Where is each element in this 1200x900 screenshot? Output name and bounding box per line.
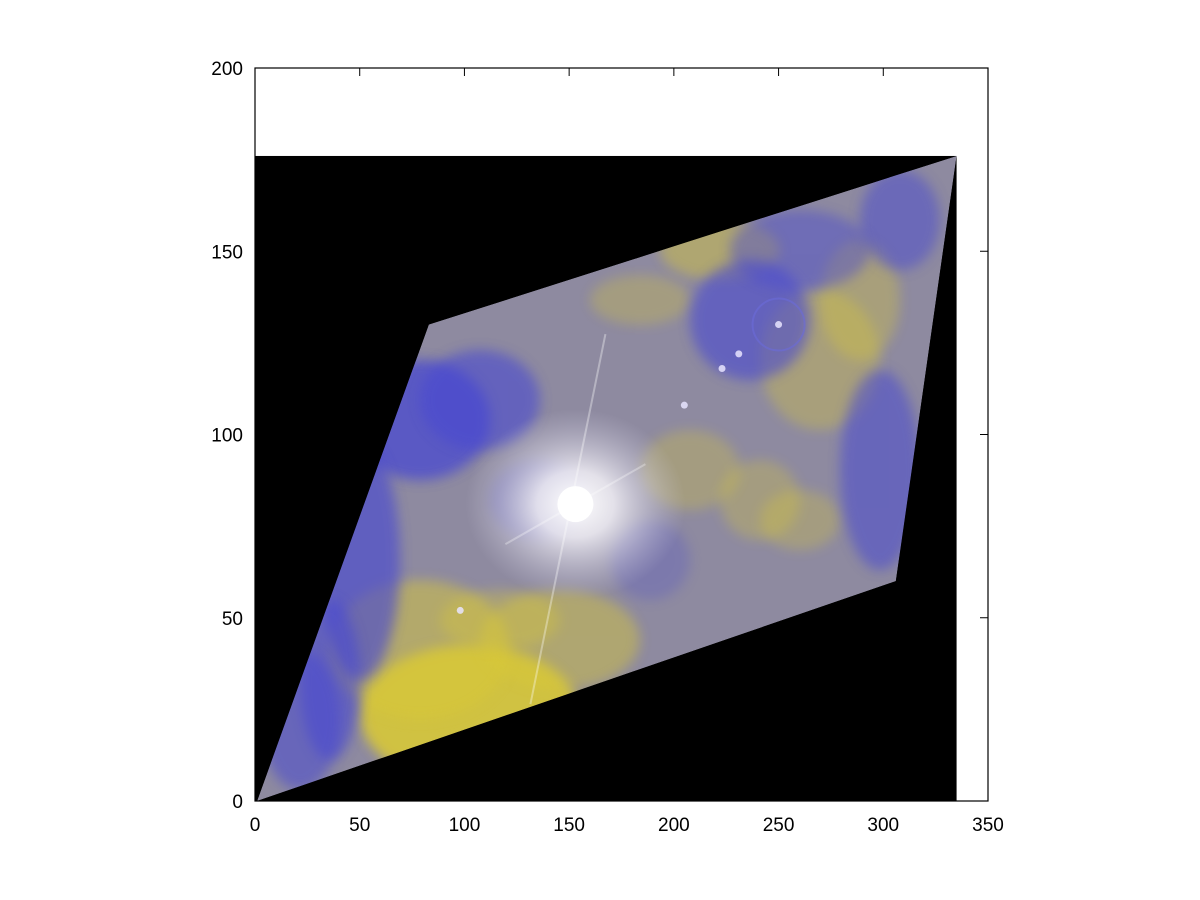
- bright-spot-core: [557, 486, 594, 523]
- x-tick-label: 0: [250, 815, 261, 836]
- texture-blob: [840, 370, 920, 570]
- diffraction-streak: [504, 463, 646, 546]
- y-tick-label: 50: [222, 609, 243, 630]
- x-tick-label: 150: [553, 815, 585, 836]
- texture-blob: [420, 350, 540, 450]
- texture-blob: [860, 170, 940, 270]
- x-tick-label: 100: [449, 815, 481, 836]
- small-feature: [680, 401, 688, 409]
- diffraction-streak: [529, 333, 607, 705]
- x-tick-label: 50: [349, 815, 370, 836]
- small-feature: [735, 350, 743, 358]
- texture-blob: [590, 275, 690, 325]
- x-tick-label: 300: [867, 815, 899, 836]
- y-tick-label: 100: [211, 426, 243, 447]
- y-tick-label: 200: [211, 59, 243, 80]
- y-tick-label: 0: [232, 792, 243, 813]
- x-tick-label: 350: [972, 815, 1004, 836]
- axes: 0 50 100 150 200 250 300 350 0 50 100 150 200: [211, 59, 1004, 836]
- y-tick-label: 150: [211, 242, 243, 263]
- ring-feature: [751, 297, 806, 352]
- texture-blob: [440, 590, 560, 650]
- x-tick-label: 250: [763, 815, 795, 836]
- small-feature: [775, 321, 783, 329]
- texture-blob: [760, 490, 840, 550]
- small-feature: [456, 606, 464, 614]
- small-feature: [718, 365, 726, 373]
- texture-blob: [730, 210, 870, 290]
- image-layer: [255, 155, 957, 801]
- x-tick-label: 200: [658, 815, 690, 836]
